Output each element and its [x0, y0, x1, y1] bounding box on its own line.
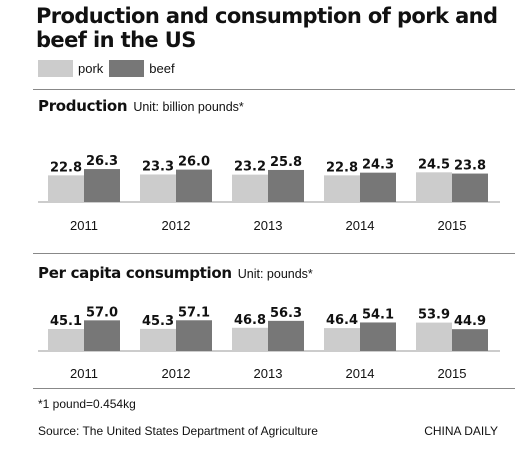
bar-pork-2011	[48, 175, 84, 202]
bar-pork-2015	[416, 322, 452, 351]
bar-beef-2011	[84, 320, 120, 351]
x-tick-label-2015: 2015	[438, 218, 467, 233]
value-label-pork-2014: 46.4	[326, 313, 358, 328]
bar-beef-2015	[452, 329, 488, 351]
value-label-pork-2012: 45.3	[142, 314, 174, 329]
bar-beef-2012	[176, 320, 212, 351]
value-label-beef-2014: 54.1	[362, 307, 394, 322]
bar-pork-2011	[48, 329, 84, 351]
footnote: *1 pound=0.454kg	[38, 397, 136, 411]
bar-beef-2013	[268, 320, 304, 351]
value-label-beef-2013: 56.3	[270, 306, 302, 321]
value-label-pork-2012: 23.3	[142, 159, 174, 174]
value-label-pork-2013: 46.8	[234, 313, 266, 328]
x-tick-label-2015: 2015	[438, 366, 467, 381]
value-label-pork-2014: 22.8	[326, 160, 358, 175]
bar-beef-2014	[360, 172, 396, 202]
production-panel-title: Production Unit: billion pounds*	[38, 97, 244, 115]
x-tick-label-2014: 2014	[346, 366, 375, 381]
bar-pork-2013	[232, 327, 268, 351]
legend-item-beef: beef	[109, 60, 175, 77]
x-tick-label-2012: 2012	[162, 366, 191, 381]
value-label-beef-2012: 26.0	[178, 155, 210, 170]
legend-swatch-pork	[38, 60, 73, 77]
value-label-pork-2013: 23.2	[234, 160, 266, 175]
production-title: Production	[38, 97, 128, 115]
bar-beef-2013	[268, 169, 304, 202]
value-label-beef-2011: 57.0	[86, 305, 118, 320]
bar-pork-2013	[232, 174, 268, 202]
legend-item-pork: pork	[38, 60, 103, 77]
value-label-pork-2011: 22.8	[50, 160, 82, 175]
bar-beef-2015	[452, 173, 488, 202]
x-tick-label-2011: 2011	[70, 366, 98, 381]
brand-label: CHINA DAILY	[424, 424, 498, 438]
value-label-beef-2015: 23.8	[454, 159, 486, 174]
bar-pork-2012	[140, 328, 176, 351]
legend: pork beef	[38, 60, 181, 77]
bar-beef-2012	[176, 169, 212, 202]
value-label-pork-2015: 24.5	[418, 157, 450, 172]
x-tick-label-2014: 2014	[346, 218, 375, 233]
bar-pork-2012	[140, 174, 176, 202]
value-label-beef-2012: 57.1	[178, 305, 210, 320]
legend-swatch-beef	[109, 60, 145, 77]
bar-beef-2011	[84, 169, 120, 202]
bar-pork-2014	[324, 175, 360, 202]
divider-middle	[33, 253, 515, 254]
bar-pork-2014	[324, 328, 360, 351]
production-chart: 22.8 26.3 2011 23.3 26.0 2012 23.2 25.8 2013 22.8…	[38, 154, 500, 233]
value-label-pork-2011: 45.1	[50, 314, 82, 329]
production-unit: Unit: billion pounds*	[133, 100, 244, 114]
bar-pork-2015	[416, 172, 452, 202]
x-tick-label-2013: 2013	[254, 218, 283, 233]
value-label-beef-2015: 44.9	[454, 314, 486, 329]
chart-title: Production and consumption of pork and b…	[36, 4, 498, 52]
x-tick-label-2011: 2011	[70, 218, 98, 233]
x-tick-label-2013: 2013	[254, 366, 283, 381]
consumption-panel-title: Per capita consumption Unit: pounds*	[38, 264, 313, 282]
value-label-beef-2013: 25.8	[270, 155, 302, 170]
value-label-beef-2014: 24.3	[362, 158, 394, 173]
legend-label-pork: pork	[78, 61, 104, 76]
source-text: Source: The United States Department of …	[38, 424, 318, 438]
consumption-title: Per capita consumption	[38, 264, 232, 282]
consumption-chart: 45.1 57.0 2011 45.3 57.1 2012 46.8 56.3 2013 46.4…	[38, 305, 500, 381]
consumption-unit: Unit: pounds*	[237, 267, 313, 281]
divider-top	[33, 89, 515, 90]
bar-beef-2014	[360, 322, 396, 351]
legend-label-beef: beef	[149, 61, 175, 76]
x-tick-label-2012: 2012	[162, 218, 191, 233]
divider-bottom	[33, 388, 515, 389]
value-label-beef-2011: 26.3	[86, 154, 118, 169]
value-label-pork-2015: 53.9	[418, 308, 450, 323]
